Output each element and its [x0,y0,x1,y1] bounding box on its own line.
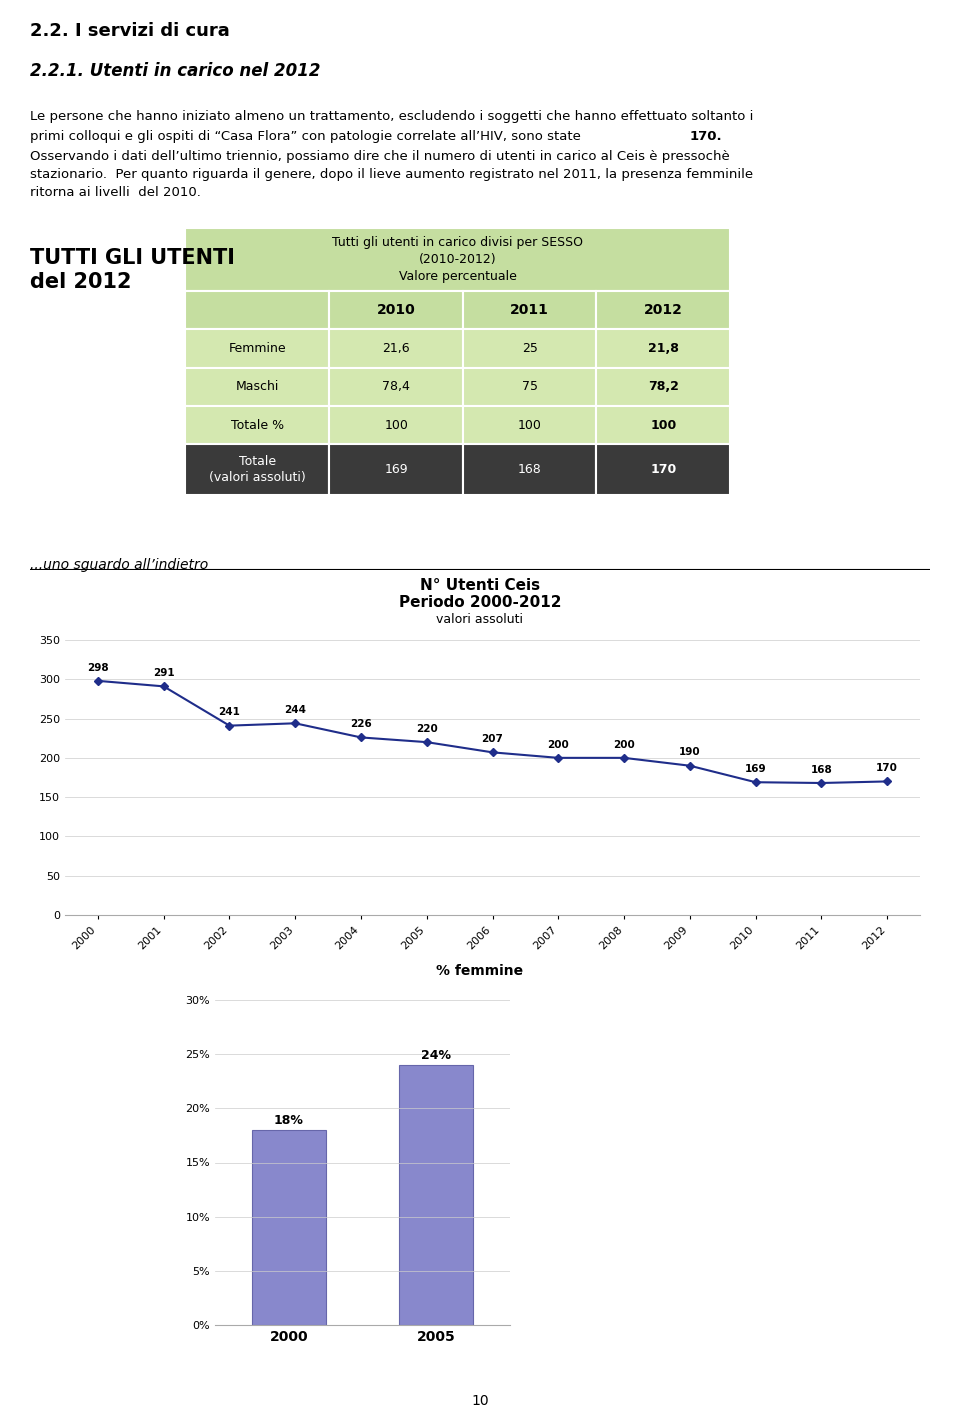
Bar [329,445,463,494]
Bar [329,329,463,368]
Text: 25: 25 [522,342,538,355]
Bar [596,329,730,368]
Text: 2.2.1. Utenti in carico nel 2012: 2.2.1. Utenti in carico nel 2012 [30,63,321,80]
Text: 168: 168 [810,765,832,775]
Text: 100: 100 [384,419,408,432]
Bar [185,368,329,406]
Text: 200: 200 [613,740,635,750]
Bar [463,445,596,494]
Text: 207: 207 [482,734,503,744]
Bar [329,406,463,445]
Bar [596,368,730,406]
Text: stazionario.  Per quanto riguarda il genere, dopo il lieve aumento registrato ne: stazionario. Per quanto riguarda il gene… [30,168,754,181]
Text: 244: 244 [284,705,306,715]
Bar [329,368,463,406]
Text: Totale
(valori assoluti): Totale (valori assoluti) [209,455,305,484]
Text: 170: 170 [650,463,677,476]
Text: Osservando i dati dell’ultimo triennio, possiamo dire che il numero di utenti in: Osservando i dati dell’ultimo triennio, … [30,150,730,162]
Text: 21,6: 21,6 [382,342,410,355]
Text: Maschi: Maschi [235,380,279,393]
Text: 220: 220 [416,724,438,734]
Bar [399,1064,473,1325]
Text: 169: 169 [745,764,766,774]
Text: Le persone che hanno iniziato almeno un trattamento, escludendo i soggetti che h: Le persone che hanno iniziato almeno un … [30,110,754,123]
Text: Totale %: Totale % [230,419,284,432]
Text: 2011: 2011 [511,304,549,318]
Text: del 2012: del 2012 [30,272,132,292]
Text: 2010: 2010 [377,304,416,318]
Bar [185,228,730,291]
Text: ...uno sguardo all’indietro: ...uno sguardo all’indietro [30,559,208,571]
Text: 78,2: 78,2 [648,380,679,393]
Bar [463,368,596,406]
Text: Femmine: Femmine [228,342,286,355]
Text: 2012: 2012 [644,304,683,318]
Text: 226: 226 [350,720,372,730]
Text: % femmine: % femmine [437,963,523,978]
Text: Periodo 2000-2012: Periodo 2000-2012 [398,596,562,610]
Text: 100: 100 [650,419,677,432]
Text: 10: 10 [471,1394,489,1408]
Bar [185,406,329,445]
Text: TUTTI GLI UTENTI: TUTTI GLI UTENTI [30,248,235,268]
Bar [596,291,730,329]
Bar [329,291,463,329]
Bar [252,1130,325,1325]
Text: 170.: 170. [690,130,723,142]
Text: 190: 190 [679,747,701,757]
Text: ritorna ai livelli  del 2010.: ritorna ai livelli del 2010. [30,187,201,200]
Text: primi colloqui e gli ospiti di “Casa Flora” con patologie correlate all’HIV, son: primi colloqui e gli ospiti di “Casa Flo… [30,130,586,142]
Text: valori assoluti: valori assoluti [437,613,523,626]
Text: 24%: 24% [421,1049,451,1062]
Bar [463,291,596,329]
Text: 100: 100 [517,419,541,432]
Bar [463,406,596,445]
Text: 291: 291 [153,668,175,678]
Bar [463,329,596,368]
Text: 168: 168 [517,463,541,476]
Bar [596,445,730,494]
Bar [596,406,730,445]
Text: 241: 241 [219,707,240,717]
Text: 18%: 18% [274,1114,303,1127]
Text: 298: 298 [87,663,108,673]
Text: 21,8: 21,8 [648,342,679,355]
Text: 2.2. I servizi di cura: 2.2. I servizi di cura [30,21,229,40]
Bar [185,329,329,368]
Text: 78,4: 78,4 [382,380,410,393]
Bar [185,291,329,329]
Text: 75: 75 [521,380,538,393]
Text: N° Utenti Ceis: N° Utenti Ceis [420,579,540,593]
Bar [185,445,329,494]
Text: 170: 170 [876,764,898,774]
Text: Tutti gli utenti in carico divisi per SESSO
(2010-2012)
Valore percentuale: Tutti gli utenti in carico divisi per SE… [332,237,583,284]
Text: 200: 200 [547,740,569,750]
Text: 169: 169 [384,463,408,476]
